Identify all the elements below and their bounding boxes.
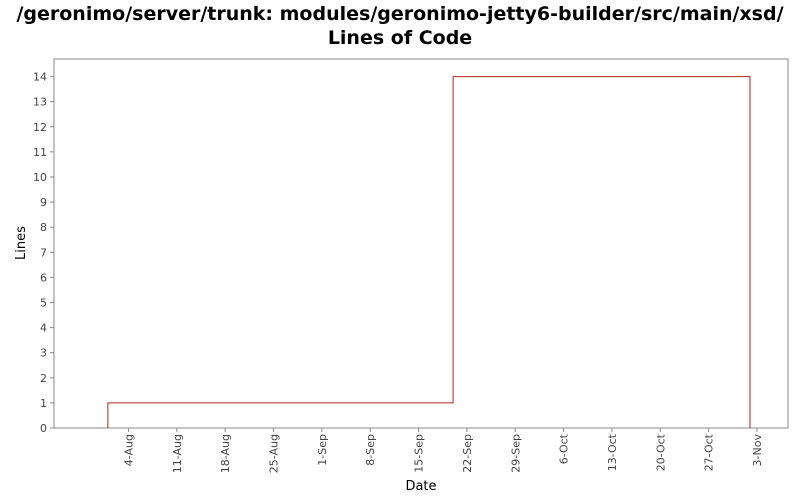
- x-tick-label: 6-Oct: [558, 433, 571, 464]
- y-tick-label: 2: [40, 372, 47, 385]
- y-tick-label: 14: [33, 71, 47, 84]
- y-tick-label: 4: [40, 322, 47, 335]
- x-tick-label: 18-Aug: [219, 434, 232, 473]
- y-tick-label: 0: [40, 422, 47, 435]
- x-tick-label: 4-Aug: [123, 434, 136, 466]
- series-group: [107, 76, 751, 429]
- x-tick-label: 3-Nov: [751, 434, 764, 467]
- x-tick-label: 20-Oct: [654, 433, 667, 471]
- chart-title: /geronimo/server/trunk: modules/geronimo…: [16, 3, 784, 25]
- x-tick-label: 13-Oct: [606, 433, 619, 471]
- plot-area: [53, 58, 789, 429]
- y-tick-label: 3: [40, 347, 47, 360]
- x-tick-label: 11-Aug: [171, 434, 184, 473]
- chart-title-block: /geronimo/server/trunk: modules/geronimo…: [0, 2, 800, 50]
- y-tick-label: 6: [40, 271, 47, 284]
- x-tick-label: 15-Sep: [413, 434, 426, 473]
- y-tick-label: 13: [33, 96, 47, 109]
- x-tick-label: 29-Sep: [509, 434, 522, 473]
- y-tick-label: 12: [33, 121, 47, 134]
- y-tick-label: 8: [40, 221, 47, 234]
- x-axis-label: Date: [405, 479, 436, 494]
- x-tick-label: 25-Aug: [268, 434, 281, 473]
- series-line: [107, 76, 751, 428]
- y-tick-label: 11: [33, 146, 47, 159]
- x-tick-label: 27-Oct: [703, 433, 716, 471]
- y-tick-label: 1: [40, 397, 47, 410]
- x-axis: 4-Aug 11-Aug 18-Aug 25-Aug 1-Sep 8-Sep 15-Sep 2…: [123, 428, 764, 473]
- y-tick-label: 5: [40, 296, 47, 309]
- y-tick-label: 10: [33, 171, 47, 184]
- y-tick-label: 9: [40, 196, 47, 209]
- x-tick-label: 22-Sep: [461, 434, 474, 473]
- x-tick-label: 1-Sep: [316, 434, 329, 466]
- y-axis-label: Lines: [14, 226, 29, 260]
- y-tick-label: 7: [40, 246, 47, 259]
- chart-subtitle: Lines of Code: [327, 27, 473, 49]
- x-tick-label: 8-Sep: [364, 434, 377, 466]
